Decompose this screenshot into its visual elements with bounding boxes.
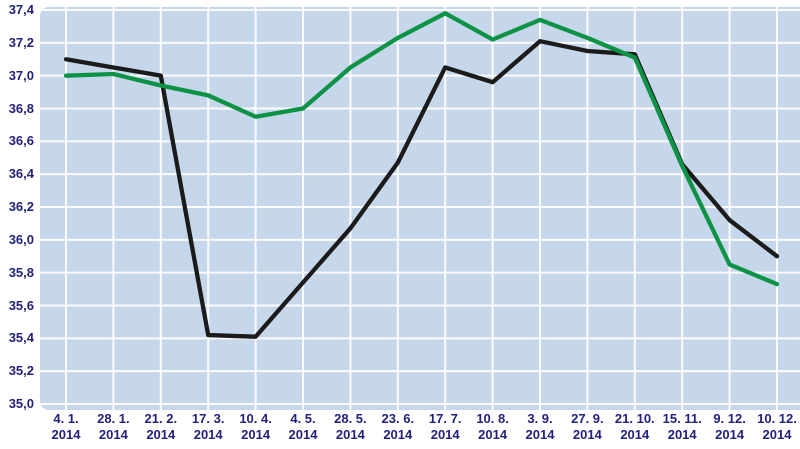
y-tick-label: 37,4 — [8, 2, 34, 17]
plot-area — [40, 7, 800, 410]
y-tick-label: 35,0 — [8, 396, 34, 411]
x-tick-year: 2014 — [430, 427, 460, 442]
x-tick-year: 2014 — [715, 427, 745, 442]
x-tick-label: 23. 6. 2014 — [366, 411, 430, 443]
x-tick-date: 15. 11. — [662, 411, 702, 426]
x-tick-date: 10. 12. — [757, 411, 797, 426]
x-tick-year: 2014 — [762, 427, 792, 442]
x-tick-date: 4. 5. — [290, 411, 316, 426]
x-tick-year: 2014 — [193, 427, 223, 442]
x-tick-year: 2014 — [51, 427, 81, 442]
x-tick-date: 10. 4. — [239, 411, 272, 426]
x-tick-label: 9. 12. 2014 — [698, 411, 762, 443]
x-tick-label: 4. 5. 2014 — [271, 411, 335, 443]
x-tick-label: 28. 5. 2014 — [318, 411, 382, 443]
x-tick-year: 2014 — [288, 427, 318, 442]
y-tick-label: 36,8 — [8, 100, 34, 116]
x-tick-date: 23. 6. — [381, 411, 415, 426]
x-tick-year: 2014 — [478, 427, 508, 442]
series-green-line — [63, 11, 780, 287]
x-tick-label: 21. 10. 2014 — [603, 411, 667, 443]
y-tick-label: 36,4 — [8, 166, 34, 182]
x-tick-year: 2014 — [383, 427, 413, 442]
x-tick-date: 17. 3. — [191, 411, 225, 426]
y-tick-label: 35,4 — [8, 330, 34, 346]
y-tick-label: 36,0 — [8, 231, 34, 247]
y-tick-label: 35,2 — [8, 363, 34, 379]
y-tick-label: 35,6 — [8, 297, 34, 313]
x-tick-date: 28. 1. — [97, 411, 130, 426]
x-tick-label: 28. 1. 2014 — [81, 411, 145, 443]
x-tick-year: 2014 — [335, 427, 365, 442]
x-tick-date: 27. 9. — [571, 411, 604, 426]
x-tick-year: 2014 — [98, 427, 128, 442]
y-tick-label: 36,2 — [8, 199, 34, 214]
x-tick-label: 17. 7. 2014 — [413, 411, 477, 443]
x-tick-year: 2014 — [667, 427, 697, 442]
x-tick-year: 2014 — [620, 427, 650, 442]
x-tick-date: 21. 2. — [144, 411, 178, 426]
x-tick-label: 17. 3. 2014 — [176, 411, 240, 443]
x-tick-year: 2014 — [241, 427, 271, 442]
x-tick-date: 9. 12. — [713, 411, 746, 426]
x-tick-year: 2014 — [146, 427, 176, 442]
y-tick-label: 37,2 — [8, 34, 34, 50]
x-tick-label: 3. 9. 2014 — [508, 411, 572, 443]
y-tick-label: 35,8 — [8, 264, 34, 280]
x-tick-label: 15. 11. 2014 — [650, 411, 714, 443]
x-tick-label: 10. 8. 2014 — [461, 411, 525, 443]
x-tick-date: 4. 1. — [53, 411, 79, 426]
x-tick-date: 3. 9. — [527, 411, 553, 426]
x-tick-label: 21. 2. 2014 — [129, 411, 193, 443]
x-tick-year: 2014 — [572, 427, 602, 442]
y-tick-label: 37,0 — [8, 67, 34, 83]
x-tick-label: 27. 9. 2014 — [555, 411, 619, 443]
x-tick-label: 10. 4. 2014 — [224, 411, 288, 443]
x-tick-label: 4. 1. 2014 — [34, 411, 98, 443]
y-tick-label: 36,6 — [8, 133, 34, 149]
x-tick-date: 10. 8. — [476, 411, 509, 426]
x-tick-date: 17. 7. — [428, 411, 462, 426]
x-tick-date: 28. 5. — [334, 411, 367, 426]
x-tick-label: 10. 12. 2014 — [745, 411, 800, 443]
x-tick-year: 2014 — [525, 427, 555, 442]
x-tick-date: 21. 10. — [614, 411, 655, 426]
